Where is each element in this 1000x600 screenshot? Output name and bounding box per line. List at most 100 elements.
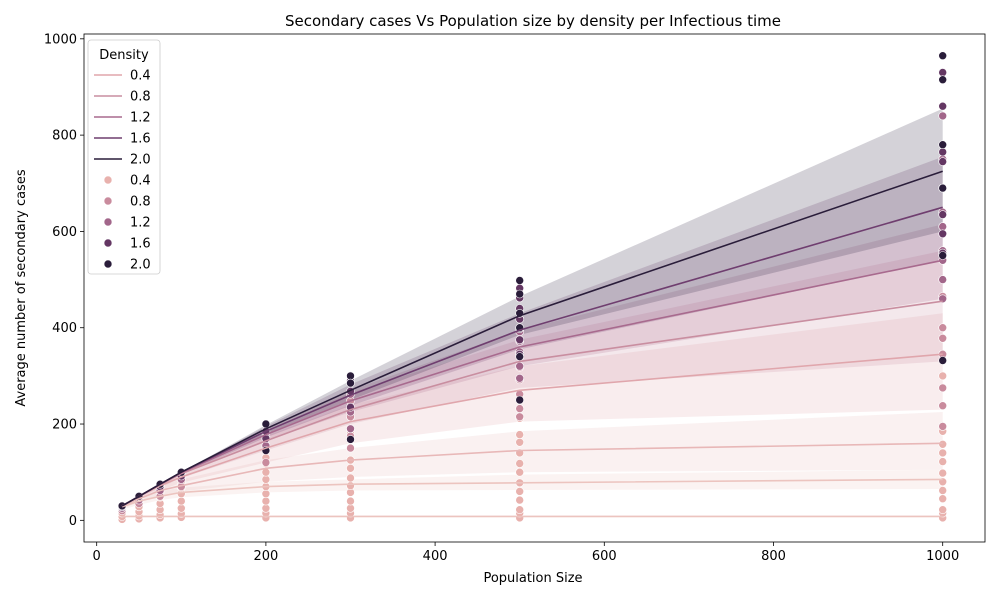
data-point-4-6 bbox=[346, 371, 355, 381]
data-point-1-23 bbox=[938, 383, 948, 393]
data-point-0-26 bbox=[261, 496, 271, 506]
x-tick-label-3: 600 bbox=[592, 549, 617, 564]
x-tick-label-2: 400 bbox=[423, 549, 448, 564]
plot-area bbox=[117, 51, 948, 524]
legend: Density 0.4 0.8 1.2 1.6 2.0 0.4 0.8 1.2 1.6 2.0 bbox=[87, 39, 161, 275]
legend-line-label-3: 1.6 bbox=[130, 132, 151, 147]
data-point-0-36 bbox=[346, 496, 355, 506]
data-point-1-8 bbox=[261, 458, 271, 467]
x-tick-label-1: 200 bbox=[253, 549, 278, 564]
x-tick-label-0: 0 bbox=[93, 549, 101, 564]
data-point-2-19 bbox=[938, 275, 948, 284]
legend-marker-label-1: 0.8 bbox=[130, 195, 151, 210]
data-point-3-20 bbox=[938, 157, 948, 166]
y-tick-label-5: 1000 bbox=[44, 32, 77, 47]
data-point-2-22 bbox=[938, 222, 948, 231]
legend-marker-label-2: 1.2 bbox=[130, 216, 151, 231]
legend-marker-swatch-2 bbox=[103, 217, 113, 227]
ci-band-7 bbox=[122, 108, 943, 507]
plot-frame bbox=[83, 33, 986, 543]
data-point-4-20 bbox=[938, 51, 948, 61]
data-point-3-22 bbox=[938, 101, 948, 111]
x-axis: 0 200 400 600 800 1000 bbox=[93, 542, 959, 564]
data-point-0-25 bbox=[261, 503, 271, 513]
series-line-7 bbox=[121, 170, 943, 507]
data-point-0-39 bbox=[346, 473, 355, 483]
ci-band-3 bbox=[122, 313, 943, 508]
data-point-0-38 bbox=[346, 481, 355, 491]
data-point-1-16 bbox=[515, 404, 525, 413]
y-tick-label-1: 200 bbox=[52, 418, 77, 433]
legend-marker-swatch-0 bbox=[103, 175, 113, 185]
series-line-2 bbox=[121, 442, 943, 507]
x-axis-label: Population Size bbox=[483, 571, 582, 586]
data-point-0-52 bbox=[515, 459, 525, 468]
data-point-0-40 bbox=[346, 463, 355, 473]
data-point-4-18 bbox=[938, 140, 948, 149]
data-point-4-10 bbox=[515, 352, 525, 361]
data-point-2-10 bbox=[346, 424, 355, 434]
data-point-1-15 bbox=[515, 412, 525, 422]
data-point-2-25 bbox=[938, 111, 948, 121]
data-point-2-14 bbox=[515, 361, 525, 371]
legend-box bbox=[87, 39, 161, 275]
data-point-4-7 bbox=[346, 435, 355, 444]
data-point-2-13 bbox=[515, 373, 525, 383]
data-point-3-21 bbox=[938, 147, 948, 157]
legend-marker-label-0: 0.4 bbox=[130, 174, 151, 189]
legend-line-label-0: 0.4 bbox=[130, 69, 151, 84]
data-point-0-64 bbox=[938, 457, 948, 466]
series-line-1 bbox=[121, 478, 943, 508]
legend-line-label-1: 0.8 bbox=[130, 90, 151, 105]
data-point-1-25 bbox=[938, 333, 948, 343]
data-point-0-69 bbox=[938, 371, 948, 381]
ci-band-4 bbox=[122, 250, 943, 507]
data-point-4-16 bbox=[938, 251, 948, 260]
y-tick-label-0: 0 bbox=[69, 514, 77, 529]
data-point-0-65 bbox=[938, 448, 948, 458]
legend-line-label-4: 2.0 bbox=[130, 153, 151, 168]
data-point-4-13 bbox=[515, 289, 525, 299]
data-point-1-22 bbox=[938, 401, 948, 411]
data-point-4-17 bbox=[938, 183, 948, 193]
data-point-0-18 bbox=[177, 503, 186, 513]
data-point-0-51 bbox=[515, 467, 525, 477]
ci-band-1 bbox=[122, 469, 943, 510]
legend-marker-label-4: 2.0 bbox=[130, 258, 151, 273]
y-axis-label: Average number of secondary cases bbox=[14, 169, 29, 406]
data-point-0-27 bbox=[261, 489, 271, 499]
data-point-4-8 bbox=[346, 378, 355, 388]
data-point-1-26 bbox=[938, 323, 948, 333]
data-point-0-29 bbox=[261, 475, 271, 484]
data-point-0-59 bbox=[938, 505, 948, 515]
y-tick-label-2: 400 bbox=[52, 321, 77, 336]
data-point-4-15 bbox=[938, 356, 948, 365]
y-axis: 0 200 400 600 800 1000 bbox=[44, 32, 84, 529]
ci-band-2 bbox=[122, 412, 943, 509]
data-point-3-18 bbox=[938, 210, 948, 219]
ci-band-5 bbox=[122, 224, 943, 507]
data-point-4-19 bbox=[938, 75, 948, 84]
legend-marker-swatch-1 bbox=[103, 196, 113, 206]
data-point-1-11 bbox=[346, 443, 355, 453]
data-point-0-35 bbox=[346, 503, 355, 513]
data-point-1-21 bbox=[938, 422, 948, 431]
data-point-3-23 bbox=[938, 68, 948, 77]
legend-line-label-2: 1.2 bbox=[130, 111, 151, 126]
legend-title: Density bbox=[99, 48, 149, 63]
y-tick-label-4: 800 bbox=[52, 129, 77, 144]
legend-marker-label-3: 1.6 bbox=[130, 237, 151, 252]
data-point-0-48 bbox=[515, 495, 525, 505]
legend-marker-swatch-3 bbox=[103, 238, 113, 248]
data-point-0-49 bbox=[515, 487, 525, 496]
data-point-0-63 bbox=[938, 468, 948, 478]
data-point-0-19 bbox=[177, 496, 186, 506]
data-point-0-47 bbox=[515, 505, 525, 515]
data-point-4-9 bbox=[515, 395, 525, 405]
data-point-4-14 bbox=[515, 276, 525, 285]
data-point-0-60 bbox=[938, 494, 948, 504]
data-point-0-55 bbox=[515, 430, 525, 439]
data-point-0-61 bbox=[938, 486, 948, 495]
legend-marker-swatch-4 bbox=[103, 259, 113, 269]
